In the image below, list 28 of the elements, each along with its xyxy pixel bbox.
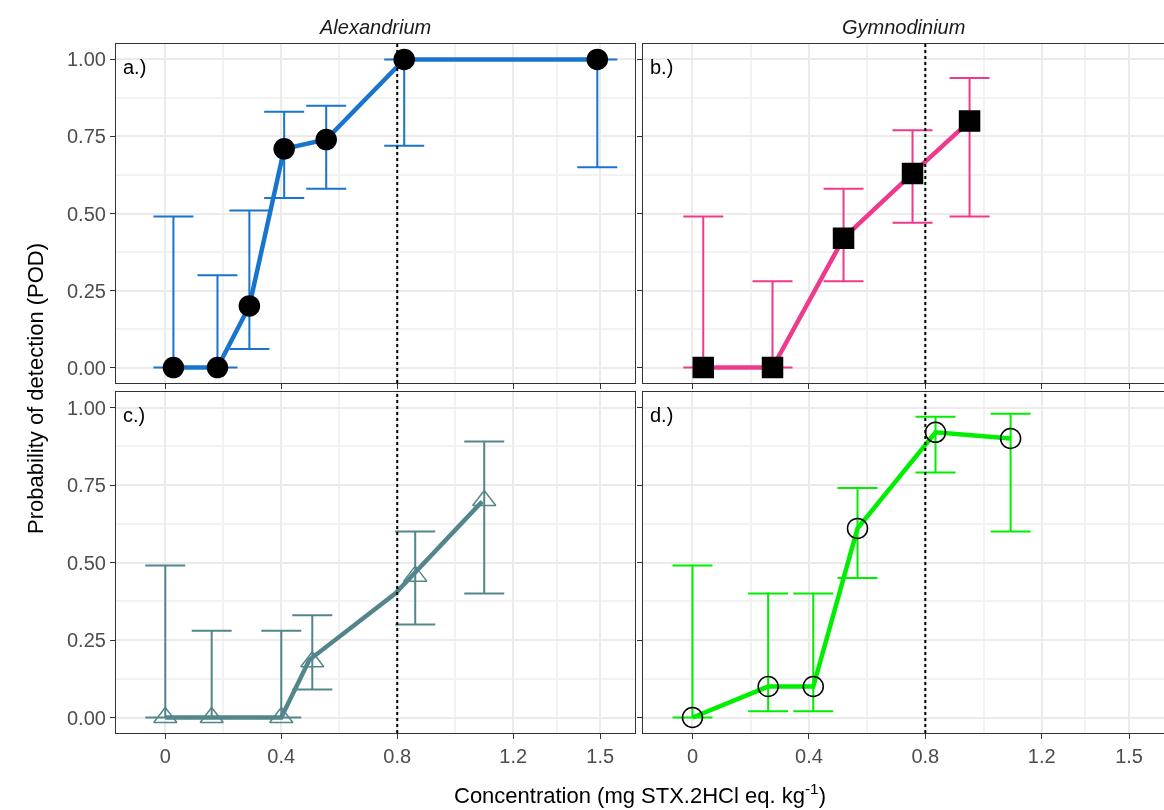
y-tick-label: 0.75 [66,125,106,148]
y-tick-label: 1.00 [66,48,106,71]
y-tick-label: 0.25 [66,629,106,651]
chart-title: Alexandrium [319,16,432,38]
y-tick-label: 0.50 [66,202,106,225]
y-axis-title: Probability of detection (POD) [22,242,48,534]
x-tick-label: 0 [686,745,699,768]
annotation: c.) [123,404,146,426]
y-tick-label: 0.00 [66,706,106,729]
x-tick-label: 0.4 [795,745,823,768]
x-tick-label: 1.5 [1115,745,1143,768]
chart-title: Gymnodinium [842,16,966,38]
y-tick-label: 0.00 [66,356,106,379]
annotation: a.) [123,56,147,78]
x-axis-title: Concentration (mg STX.2HCl eq. kg$^{-1}$) [454,780,826,809]
x-tick-label: 1.5 [586,745,615,768]
y-tick-label: 1.00 [66,396,106,419]
y-tick-label: 0.25 [66,279,106,302]
x-tick-label: 1.2 [499,745,528,768]
x-tick-label: 1.2 [1027,745,1056,768]
x-tick-label: 0 [159,745,171,768]
x-tick-label: 0.8 [911,745,940,768]
annotation: d.) [650,404,674,426]
y-tick-label: 0.50 [66,551,106,574]
x-tick-label: 0.4 [267,745,296,768]
x-tick-label: 0.8 [383,745,412,768]
annotation: b.) [650,56,674,78]
y-tick-label: 0.75 [66,474,106,496]
